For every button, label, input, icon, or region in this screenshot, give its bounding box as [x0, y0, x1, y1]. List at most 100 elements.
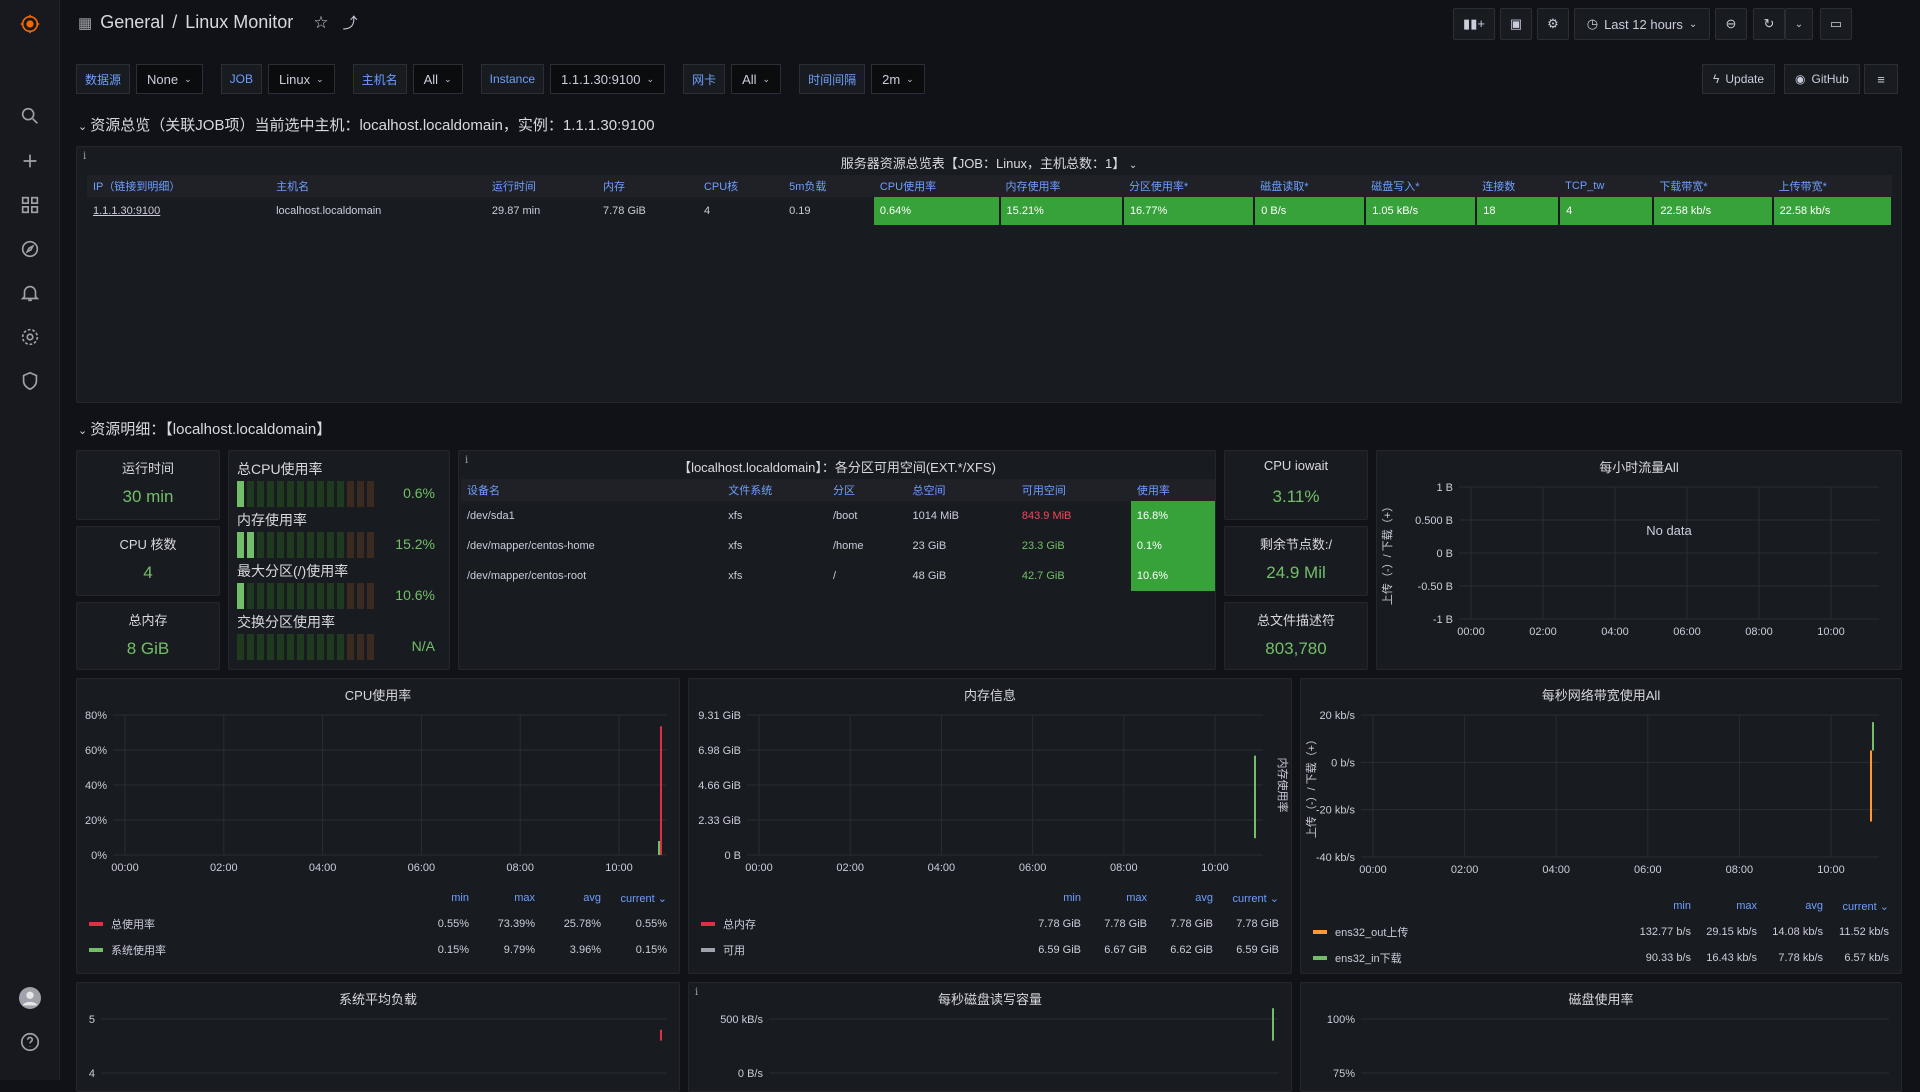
update-link[interactable]: ϟ Update [1702, 64, 1776, 94]
column-header[interactable]: 5m负载 [783, 175, 874, 197]
zoom-out-button[interactable]: ⊖ [1715, 8, 1747, 40]
row-detail-title[interactable]: ⌄ 资源明细：【localhost.localdomain】 [78, 418, 331, 439]
cpu-usage-chart[interactable]: 80% 60% 40% 20% 0% 00:00 02:00 04:00 06:00 08:00 1… [77, 699, 680, 899]
column-header[interactable]: 可用空间 [1015, 479, 1131, 501]
column-header[interactable]: 总空间 [906, 479, 1016, 501]
tv-mode-button[interactable]: ▭ [1820, 8, 1852, 40]
legend-col-min[interactable]: min [1063, 892, 1081, 904]
hourly-traffic-chart[interactable]: 1 B 0.500 B 0 B -0.50 B -1 B 00:00 02:00 04:00 0… [1377, 471, 1902, 670]
legend-col-current[interactable]: current ⌄ [1842, 900, 1889, 913]
legend-col-current[interactable]: current ⌄ [1232, 892, 1279, 905]
var-select-instance[interactable]: 1.1.1.30:9100 ⌄ [550, 64, 666, 94]
column-header[interactable]: TCP_tw [1559, 175, 1654, 197]
info-icon[interactable]: i [465, 455, 469, 466]
panel-title[interactable]: 每秒网络带宽使用All [1541, 688, 1661, 703]
panel-title[interactable]: 每秒磁盘读写容量 [937, 992, 1042, 1007]
search-icon[interactable] [18, 104, 42, 128]
shield-icon[interactable] [18, 369, 42, 393]
column-header[interactable]: 上传带宽* [1772, 175, 1892, 197]
plus-icon[interactable] [18, 149, 42, 173]
column-header[interactable]: IP（链接到明细） [87, 175, 271, 197]
gear-icon[interactable] [18, 325, 42, 349]
time-range-picker[interactable]: ◷ Last 12 hours ⌄ [1574, 8, 1710, 40]
var-select-interval[interactable]: 2m ⌄ [871, 64, 925, 94]
avatar[interactable] [18, 986, 42, 1010]
legend-col-max[interactable]: max [1736, 900, 1757, 912]
alerting-bell-icon[interactable] [18, 281, 42, 305]
refresh-interval-dropdown[interactable]: ⌄ [1785, 8, 1813, 40]
column-header[interactable]: 文件系统 [722, 479, 827, 501]
legend-col-max[interactable]: max [514, 892, 535, 904]
refresh-button[interactable]: ↻ [1753, 8, 1785, 40]
column-header[interactable]: 主机名 [270, 175, 486, 197]
panel-title[interactable]: CPU使用率 [344, 688, 412, 703]
disk-usage-chart[interactable]: 100% 75% [1301, 1003, 1902, 1092]
legend-col-current[interactable]: current ⌄ [620, 892, 667, 905]
legend-col-avg[interactable]: avg [1195, 892, 1213, 904]
system-load-chart[interactable]: 54 [77, 1003, 680, 1092]
disk-io-chart[interactable]: 500 kB/s 0 B/s [689, 1003, 1292, 1092]
column-header[interactable]: 磁盘写入* [1365, 175, 1477, 197]
panel-title[interactable]: 每小时流量All [1599, 460, 1679, 475]
panel-title[interactable]: 内存信息 [963, 688, 1016, 703]
column-header[interactable]: 分区 [826, 479, 907, 501]
star-icon[interactable]: ☆ [313, 12, 329, 32]
legend-row[interactable]: ens32_in下载 90.33 b/s 16.43 kb/s 7.78 kb/s 6.… [1313, 945, 1889, 971]
var-select-job[interactable]: Linux ⌄ [267, 64, 335, 94]
stat-title[interactable]: 剩余节点数:/ [1259, 537, 1333, 552]
column-header[interactable]: 下载带宽* [1653, 175, 1773, 197]
row-overview-title[interactable]: ⌄ 资源总览（关联JOB项）当前选中主机：localhost.localdoma… [78, 114, 655, 135]
column-header[interactable]: 设备名 [461, 479, 723, 501]
info-icon[interactable]: i [83, 151, 87, 162]
var-select-nic[interactable]: All ⌄ [731, 64, 782, 94]
column-header[interactable]: 使用率 [1130, 479, 1215, 501]
legend-row[interactable]: 总使用率 0.55% 73.39% 25.78% 0.55% [89, 911, 667, 937]
column-header[interactable]: 磁盘读取* [1254, 175, 1366, 197]
panel-title[interactable]: 磁盘使用率 [1568, 992, 1634, 1007]
stat-title[interactable]: 运行时间 [121, 461, 174, 476]
legend-row[interactable]: 可用 6.59 GiB 6.67 GiB 6.62 GiB 6.59 GiB [701, 937, 1279, 963]
ip-link[interactable]: 1.1.1.30:9100 [93, 205, 161, 217]
var-select-datasource[interactable]: None ⌄ [136, 64, 203, 94]
column-header[interactable]: 内存使用率 [999, 175, 1123, 197]
legend-col-max[interactable]: max [1126, 892, 1147, 904]
column-header[interactable]: 分区使用率* [1122, 175, 1255, 197]
stat-title[interactable]: CPU 核数 [119, 537, 177, 552]
var-select-hostname[interactable]: All ⌄ [412, 64, 463, 94]
dashboard-title[interactable]: Linux Monitor [185, 12, 294, 32]
dashboards-icon[interactable] [18, 193, 42, 217]
add-panel-button[interactable]: ▮▮+ [1453, 8, 1495, 40]
memory-info-chart[interactable]: 9.31 GiB 6.98 GiB 4.66 GiB 2.33 GiB 0 B 00:00… [689, 699, 1292, 899]
breadcrumb-folder[interactable]: General [100, 12, 165, 32]
legend-row[interactable]: 总内存 7.78 GiB 7.78 GiB 7.78 GiB 7.78 GiB [701, 911, 1279, 937]
info-icon[interactable]: i [695, 987, 699, 998]
dashboard-settings-button[interactable]: ⚙ [1537, 8, 1569, 40]
legend-row[interactable]: ens32_out上传 132.77 b/s 29.15 kb/s 14.08 kb/… [1313, 919, 1889, 945]
save-dashboard-button[interactable]: ▣ [1500, 8, 1532, 40]
stat-title[interactable]: 总文件描述符 [1256, 613, 1335, 628]
help-icon[interactable] [18, 1030, 42, 1054]
menu-button[interactable]: ≡ [1864, 64, 1898, 94]
stat-title[interactable]: CPU iowait [1263, 458, 1329, 473]
legend-row[interactable]: 系统使用率 0.15% 9.79% 3.96% 0.15% [89, 937, 667, 963]
stat-title[interactable]: 总内存 [128, 613, 168, 628]
column-header[interactable]: 连接数 [1476, 175, 1560, 197]
grafana-logo-icon[interactable] [18, 12, 42, 36]
bar-gauge-cell [267, 583, 274, 609]
legend-col-min[interactable]: min [1673, 900, 1691, 912]
column-header[interactable]: CPU使用率 [873, 175, 1000, 197]
panel-title[interactable]: 系统平均负载 [338, 992, 417, 1007]
column-header[interactable]: CPU核 [697, 175, 784, 197]
column-header[interactable]: 运行时间 [485, 175, 597, 197]
panel-title[interactable]: 【localhost.localdomain】：各分区可用空间(EXT.*/XF… [678, 460, 996, 475]
panel-title[interactable]: 服务器资源总览表【JOB：Linux，主机总数：1】 ⌄ [77, 153, 1901, 172]
legend-col-avg[interactable]: avg [1805, 900, 1823, 912]
legend-col-avg[interactable]: avg [583, 892, 601, 904]
legend-col-min[interactable]: min [451, 892, 469, 904]
column-header[interactable]: 内存 [596, 175, 698, 197]
explore-icon[interactable] [18, 237, 42, 261]
network-bandwidth-chart[interactable]: 20 kb/s 0 b/s -20 kb/s -40 kb/s00:00 02:00 04… [1301, 699, 1902, 909]
y-tick-label: 4 [89, 1068, 95, 1080]
share-icon[interactable]: ⤴ [342, 15, 358, 32]
github-link[interactable]: ◉ GitHub [1784, 64, 1860, 94]
